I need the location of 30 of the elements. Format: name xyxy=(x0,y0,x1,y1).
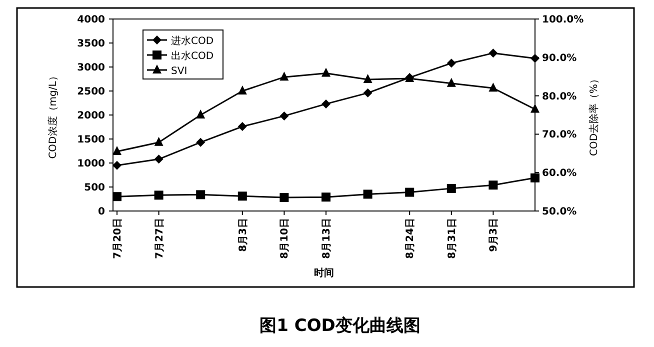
y-axis-title: COD浓度（mg/L） xyxy=(47,71,59,159)
y-tick-label: 1500 xyxy=(77,134,106,146)
x-tick-label: 7月27日 xyxy=(154,218,166,259)
x-tick-label: 8月24日 xyxy=(405,218,416,259)
y2-tick-label: 50.0% xyxy=(542,206,577,218)
x-tick-label: 9月3日 xyxy=(488,218,500,252)
y2-axis-title: COD去除率（%） xyxy=(588,74,600,156)
text: 图1 COD变化曲线图 xyxy=(260,316,420,336)
y-tick-label: 3500 xyxy=(77,38,106,50)
y2-tick-label: 90.0% xyxy=(542,52,577,64)
legend-label: SVI xyxy=(171,66,188,77)
y2-tick-label: 100.0% xyxy=(542,14,584,26)
y-tick-label: 3000 xyxy=(77,62,106,74)
y2-tick-label: 80.0% xyxy=(542,91,577,102)
x-tick-label: 8月31日 xyxy=(446,218,458,259)
y-tick-label: 4000 xyxy=(77,14,106,26)
y-tick-label: 2000 xyxy=(77,110,106,122)
x-tick-label: 8月3日 xyxy=(238,218,249,252)
y-tick-label: 2500 xyxy=(77,86,106,98)
legend-label: 进水COD xyxy=(171,35,214,47)
legend-label: 出水COD xyxy=(171,50,214,62)
y-tick-label: 0 xyxy=(98,206,106,218)
y2-tick-label: 60.0% xyxy=(542,168,577,180)
x-axis-title: 时间 xyxy=(314,267,334,279)
y-tick-label: 500 xyxy=(84,182,106,194)
x-tick-label: 8月10日 xyxy=(280,218,291,259)
x-tick-label: 8月13日 xyxy=(322,218,332,259)
y-tick-label: 1000 xyxy=(77,158,106,170)
x-tick-label: 7月20日 xyxy=(112,218,124,259)
y2-tick-label: 70.0% xyxy=(542,130,577,141)
